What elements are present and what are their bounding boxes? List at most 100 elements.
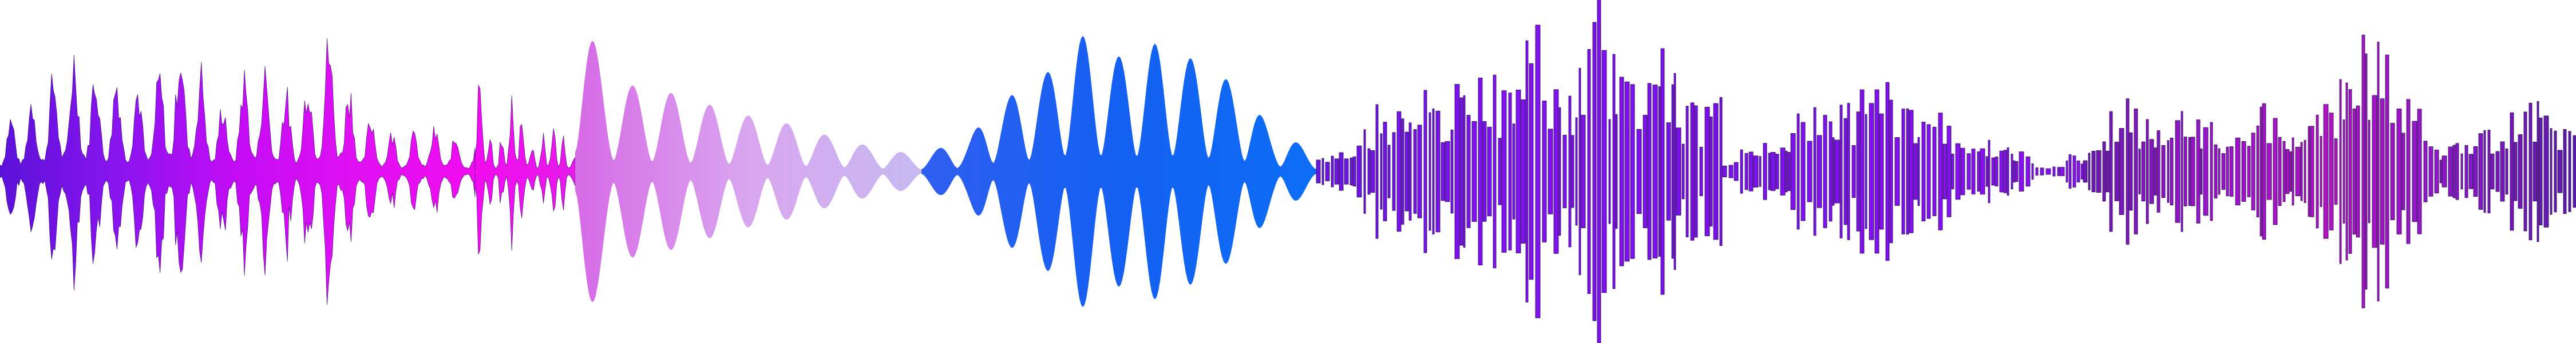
waveform-bar: [1339, 152, 1344, 191]
waveform-bar: [1906, 108, 1909, 235]
waveform-bar: [1985, 156, 1988, 187]
waveform-bar: [1647, 83, 1652, 260]
waveform-bar: [2221, 153, 2226, 190]
waveform-bar: [2045, 168, 2051, 175]
waveform-bar: [1995, 156, 1999, 186]
waveform-bar: [1671, 84, 1674, 259]
waveform-bar: [2068, 154, 2072, 189]
waveform-bar: [2114, 142, 2119, 201]
waveform-bar: [1768, 153, 1771, 190]
waveform-bar: [2229, 146, 2234, 197]
waveform-bar: [2076, 160, 2080, 182]
waveform-bar: [2434, 149, 2439, 194]
waveform-bar: [1843, 118, 1847, 225]
waveform-bar: [2019, 151, 2024, 192]
waveform-bar: [2109, 111, 2113, 232]
waveform-bar: [2505, 148, 2508, 195]
waveform-bar: [1753, 155, 1759, 188]
waveform-bar: [2251, 133, 2256, 210]
waveform-bar: [1704, 106, 1710, 236]
waveform-bar: [2452, 145, 2456, 198]
waveform-bar: [1508, 93, 1512, 250]
waveform-bar: [2235, 137, 2241, 206]
waveform-bar: [1445, 141, 1450, 202]
waveform-bar: [1942, 143, 1947, 200]
waveform-bar: [1334, 158, 1339, 185]
waveform-bar: [1807, 141, 1813, 202]
waveform-bar: [2483, 130, 2486, 213]
waveform-bar: [1977, 151, 1980, 192]
waveform-bar: [1383, 122, 1387, 221]
waveform-bar: [2175, 120, 2181, 223]
waveform-bar: [2190, 137, 2195, 206]
waveform-bar: [2380, 98, 2385, 245]
waveform-bar: [2007, 147, 2009, 196]
waveform-bar: [2218, 148, 2221, 195]
waveform-bar: [1856, 111, 1860, 232]
waveform-bar: [1988, 139, 1991, 204]
waveform-bar: [2460, 153, 2463, 190]
waveform-bar: [2106, 150, 2110, 193]
waveform-bar: [1441, 142, 1445, 201]
waveform-bar: [1429, 112, 1431, 231]
waveform-bar: [2487, 130, 2491, 214]
waveform-bar: [2342, 119, 2345, 224]
waveform-bar: [1553, 89, 1559, 254]
waveform-bar: [1740, 149, 1743, 194]
waveform-bar: [1587, 49, 1591, 294]
waveform-segment-purple-bars-quiet: [1722, 82, 2084, 261]
waveform-bar: [1423, 90, 1427, 253]
waveform-bar: [1396, 111, 1402, 232]
waveform-bar: [1558, 107, 1561, 236]
waveform-bar: [1980, 148, 1985, 195]
waveform-bar: [1435, 110, 1441, 233]
waveform-bar: [1889, 99, 1893, 244]
waveform-bar: [1350, 157, 1353, 186]
waveform-bar: [2031, 163, 2034, 180]
waveform-bar: [2057, 167, 2060, 176]
waveform-bar: [1321, 158, 1324, 185]
waveform-bar: [2533, 141, 2537, 202]
waveform-bar: [2550, 128, 2553, 215]
waveform-bar: [1869, 103, 1874, 240]
waveform-bar: [1839, 105, 1843, 238]
waveform-bar: [1917, 137, 1920, 206]
waveform-bar: [2348, 89, 2352, 254]
waveform-bar: [2262, 103, 2266, 240]
waveform-bar: [2260, 106, 2262, 237]
waveform-bar: [1999, 150, 2004, 193]
waveform-bar: [2554, 130, 2557, 213]
waveform-bar: [1535, 25, 1541, 318]
waveform-bar: [1331, 155, 1334, 188]
waveform-bar: [1966, 153, 1971, 190]
waveform-bar: [2003, 150, 2007, 193]
waveform-bar: [2149, 139, 2154, 204]
waveform-bar: [1575, 117, 1578, 226]
waveform-bar: [2035, 167, 2039, 176]
waveform-bar: [1685, 106, 1689, 237]
waveform-bar: [2455, 143, 2459, 200]
waveform-bar: [2417, 109, 2422, 234]
waveform-center-line: [475, 170, 575, 173]
waveform-bar: [1498, 138, 1502, 205]
waveform-bar: [1775, 154, 1779, 189]
waveform-bar: [1463, 95, 1466, 248]
waveform-bar: [1879, 113, 1884, 230]
waveform-bar: [1932, 126, 1937, 216]
waveform-bar: [2146, 119, 2149, 224]
waveform-bar: [2134, 108, 2138, 234]
waveform-bar: [2214, 144, 2218, 199]
waveform-bar: [1413, 129, 1417, 214]
waveform-bar: [2247, 146, 2251, 197]
waveform-bar: [2203, 127, 2209, 216]
waveform-bar: [2015, 161, 2019, 182]
waveform-bar: [1392, 132, 1396, 211]
waveform-bar: [1612, 54, 1616, 289]
waveform-bar: [1851, 145, 1856, 198]
waveform-bar: [2490, 153, 2495, 190]
waveform-bar: [1367, 148, 1371, 195]
waveform-bar: [1787, 151, 1791, 192]
waveform-bar: [2310, 126, 2314, 217]
waveform-bar: [2129, 132, 2133, 211]
waveform-bar: [2141, 141, 2146, 202]
